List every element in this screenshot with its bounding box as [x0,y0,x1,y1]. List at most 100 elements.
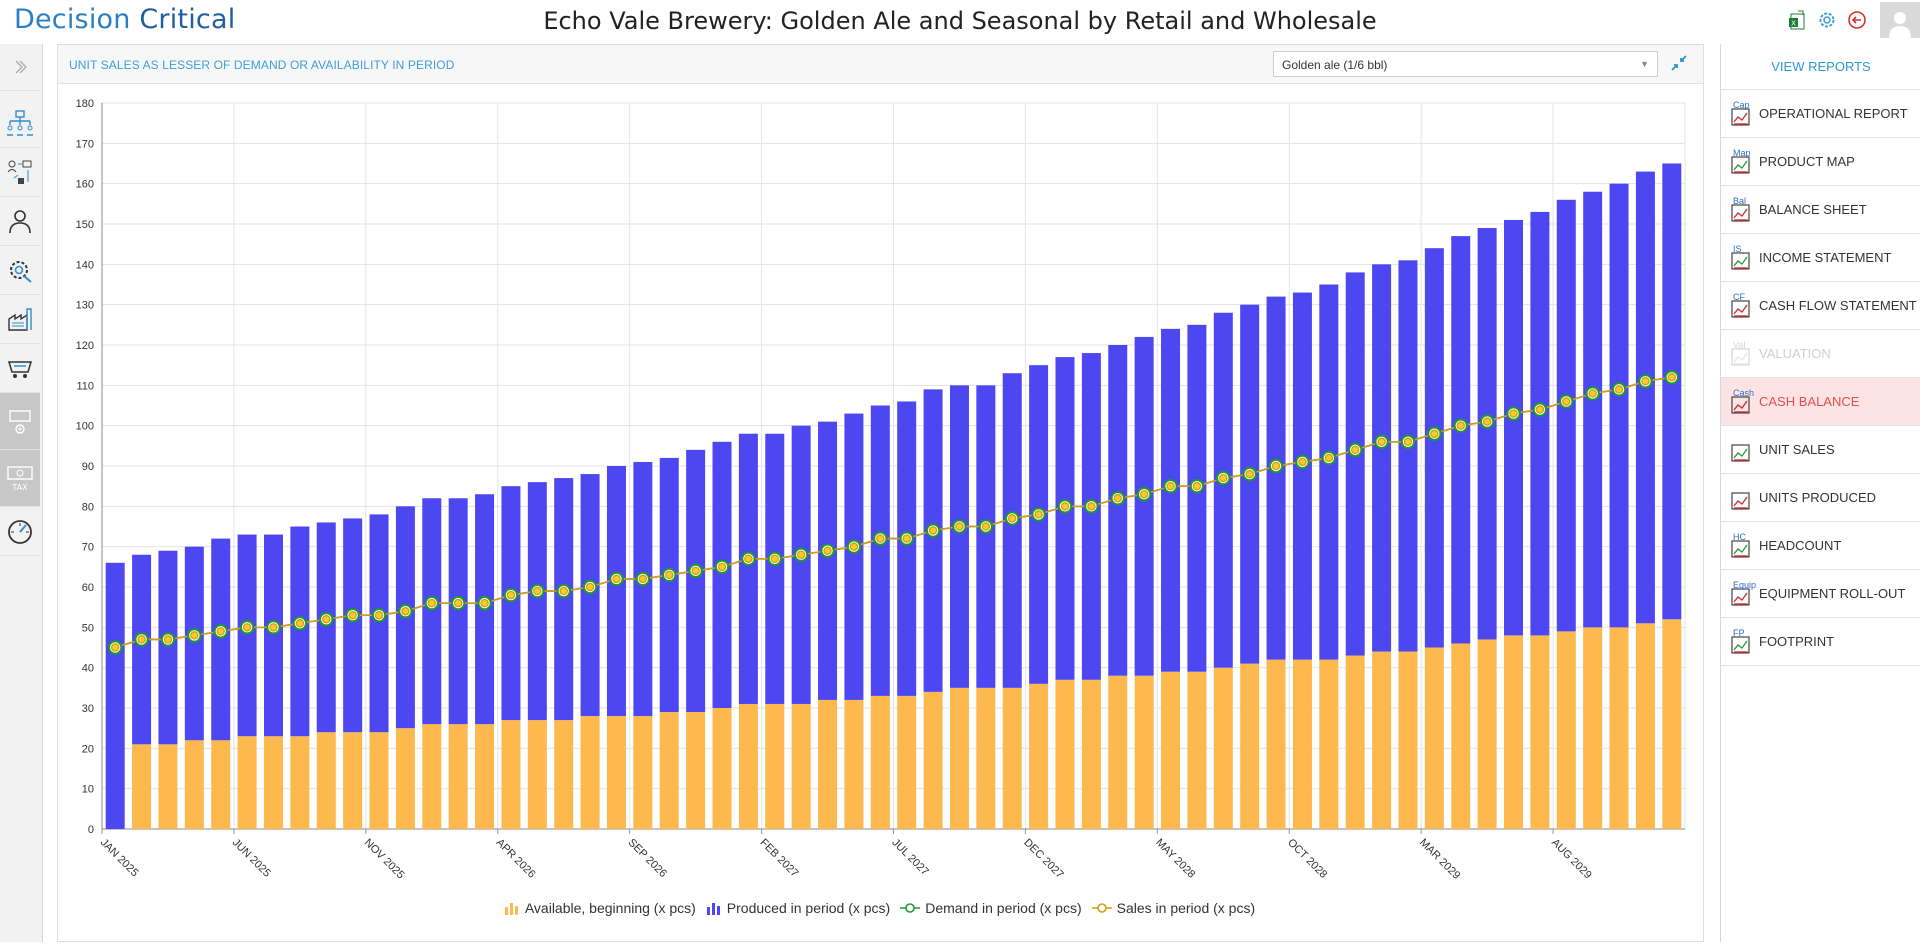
sidebar-expand-button[interactable] [0,44,40,91]
report-item-label: UNITS PRODUCED [1759,490,1877,505]
bar-produced [1108,345,1128,676]
bar-available [1134,675,1154,829]
report-item-unit-sales[interactable]: UNIT SALES [1721,426,1920,474]
bar-available [633,716,653,829]
sales-point [1614,385,1624,394]
sales-point [1456,421,1465,430]
sales-point [1324,453,1334,463]
bar-produced [343,518,363,733]
y-tick-label: 130 [76,300,94,312]
legend-item-produced[interactable]: Produced in period (x pcs) [706,900,890,916]
legend-item-sales[interactable]: Sales in period (x pcs) [1091,900,1255,916]
bar-produced [290,526,310,737]
excel-export-icon[interactable]: X [1786,9,1808,31]
sales-point [348,610,357,620]
bar-available [1292,659,1312,829]
x-tick-label: OCT 2028 [1285,837,1329,881]
cash-add-icon [9,410,31,434]
report-item-label: CASH BALANCE [1759,394,1860,409]
user-avatar[interactable] [1880,2,1920,38]
bar-available [1266,659,1286,829]
bar-available [1530,635,1550,829]
sidebar-item-org[interactable] [0,99,40,148]
bar-produced [1240,304,1260,664]
report-item-equipment-roll-out[interactable]: Equip EQUIPMENT ROLL-OUT [1721,570,1920,618]
legend-item-available[interactable]: Available, beginning (x pcs) [504,900,696,916]
y-tick-label: 20 [82,743,94,755]
sales-point [216,627,225,636]
sales-point [928,526,938,535]
report-item-cash-flow-statement[interactable]: CF CASH FLOW STATEMENT [1721,282,1920,330]
bar-available [1029,683,1049,829]
settings-gear-icon[interactable] [1816,9,1838,31]
product-select[interactable]: Golden ale (1/6 bbl) ▼ [1273,51,1658,77]
report-item-balance-sheet[interactable]: Bal BALANCE SHEET [1721,186,1920,234]
y-tick-label: 180 [76,98,94,110]
bar-available [870,695,890,829]
report-item-footprint[interactable]: FP FOOTPRINT [1721,618,1920,666]
bar-produced [712,441,732,708]
bar-available [343,732,363,829]
legend-item-demand[interactable]: Demand in period (x pcs) [900,900,1082,916]
sidebar-item-settings[interactable] [0,246,40,295]
report-icon-tag: CF [1733,291,1745,302]
y-tick-label: 100 [76,421,94,433]
sidebar-item-sales[interactable] [0,344,40,393]
y-tick-label: 90 [82,461,94,473]
top-actions: X [1782,0,1920,40]
app-logo[interactable]: Decision Critical [14,4,235,35]
report-item-income-statement[interactable]: IS INCOME STATEMENT [1721,234,1920,282]
report-item-valuation[interactable]: Val VALUATION [1721,330,1920,378]
y-tick-label: 120 [76,340,94,352]
report-item-cash-balance[interactable]: Cash CASH BALANCE [1721,378,1920,426]
cash-balance-icon: Cash [1729,388,1755,416]
collapse-button[interactable] [1670,54,1688,77]
back-arrow-icon[interactable] [1846,9,1868,31]
report-item-label: VALUATION [1759,346,1831,361]
sidebar-item-tax[interactable]: TAX [0,450,40,507]
sales-point [506,590,516,600]
report-icon-tag: IS [1733,243,1742,254]
bar-produced [791,425,811,704]
sales-point [401,606,410,616]
sales-point [585,582,595,592]
bar-produced [316,522,336,733]
bar-available [1240,663,1260,829]
report-item-operational-report[interactable]: Cap OPERATIONAL REPORT [1721,90,1920,138]
bar-produced [527,482,547,721]
sales-point [876,534,885,543]
x-tick-label: AUG 2029 [1549,837,1594,882]
top-bar: Decision Critical Echo Vale Brewery: Gol… [0,0,1920,42]
bar-produced [422,498,442,725]
report-item-product-map[interactable]: Map PRODUCT MAP [1721,138,1920,186]
y-tick-label: 30 [82,703,94,715]
bar-produced [1424,248,1444,648]
compress-arrows-icon [1671,55,1687,71]
equipment-roll-out-icon: Equip [1729,580,1756,608]
factory-icon [8,308,32,331]
sales-point [480,598,489,608]
bar-available [1504,635,1524,829]
sidebar-item-cash[interactable] [0,393,40,450]
sidebar-item-dashboard[interactable] [0,507,40,556]
view-reports-header[interactable]: VIEW REPORTS [1721,44,1920,90]
panel-title: UNIT SALES AS LESSER OF DEMAND OR AVAILA… [69,58,455,72]
report-item-units-produced[interactable]: UNITS PRODUCED [1721,474,1920,522]
balance-sheet-icon: Bal [1729,196,1755,224]
bar-produced [184,546,204,741]
bar-available [290,736,310,829]
sidebar-item-people[interactable] [0,197,40,246]
sales-point [902,534,911,543]
bar-available [395,728,415,829]
gauge-icon [8,520,32,544]
bar-available [844,699,864,829]
chevron-down-icon: ▼ [1640,59,1649,69]
bar-available [712,708,732,829]
sales-point [1219,473,1228,483]
sidebar-item-facility[interactable] [0,295,40,344]
bar-produced [738,433,758,704]
sidebar-item-workflow[interactable] [0,148,40,197]
sales-point [691,566,700,576]
report-item-headcount[interactable]: HC HEADCOUNT [1721,522,1920,570]
line-series-icon [900,903,921,913]
